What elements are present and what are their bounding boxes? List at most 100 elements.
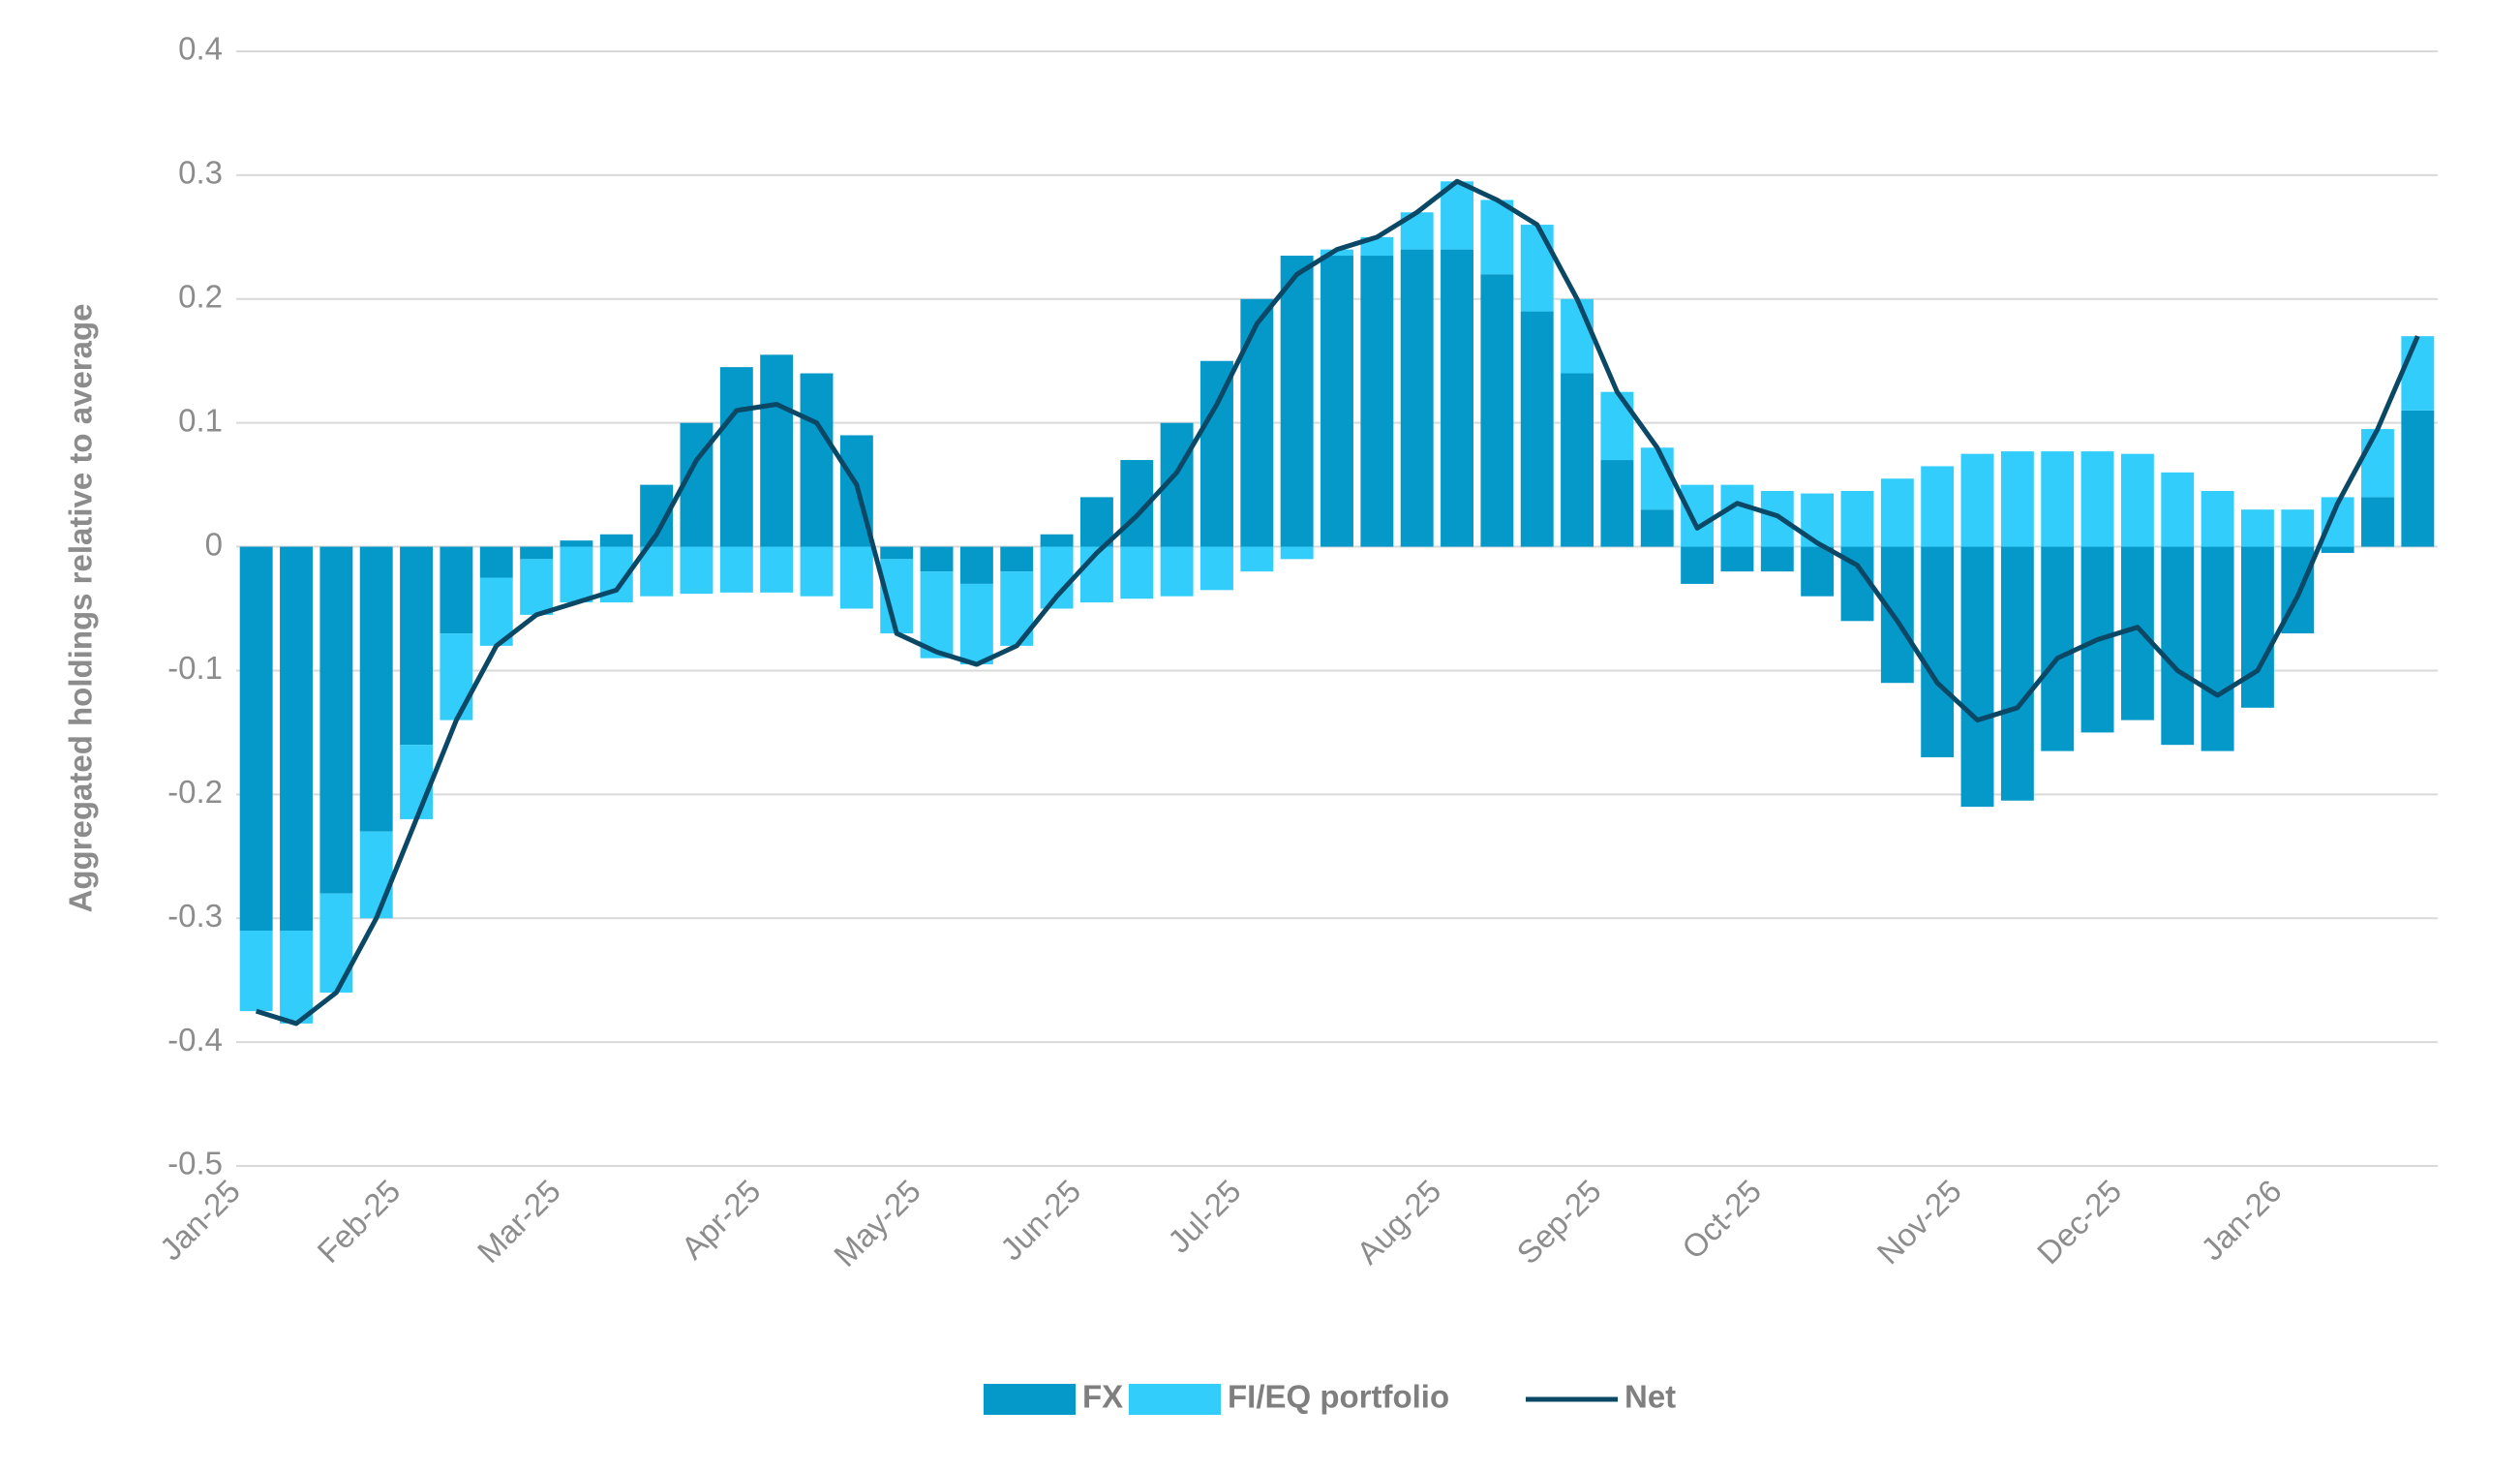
- bar: [1880, 546, 1914, 684]
- y-tick-label: 0.3: [178, 155, 223, 191]
- bar: [2321, 546, 2354, 553]
- bar: [1321, 249, 1353, 257]
- bar: [1200, 546, 1233, 591]
- bar: [359, 546, 393, 832]
- bar: [680, 546, 713, 595]
- bar: [319, 893, 353, 993]
- legend-label: FI/EQ portfolio: [1228, 1379, 1449, 1415]
- bar: [319, 546, 353, 894]
- bar: [1640, 447, 1674, 510]
- bar: [800, 546, 834, 597]
- bar: [2240, 509, 2274, 547]
- bar: [2120, 546, 2154, 720]
- bar: [1000, 546, 1034, 572]
- bar: [800, 373, 834, 547]
- y-tick-label: -0.3: [167, 898, 223, 934]
- bar: [1681, 484, 1715, 547]
- bar: [1681, 546, 1715, 584]
- bar: [2361, 497, 2394, 547]
- bar: [1600, 391, 1634, 461]
- y-tick-label: -0.4: [167, 1022, 223, 1057]
- bar: [479, 546, 513, 578]
- bar: [239, 546, 273, 932]
- bar: [1360, 256, 1394, 547]
- bar: [560, 540, 593, 547]
- bar: [1960, 453, 1994, 547]
- bar: [880, 546, 914, 560]
- bar: [1921, 546, 1955, 757]
- legend-label: FX: [1082, 1379, 1123, 1415]
- y-tick-label: -0.2: [167, 774, 223, 810]
- bar: [1760, 546, 1794, 572]
- bar: [719, 546, 753, 593]
- bar: [2401, 410, 2435, 547]
- bar: [959, 546, 993, 584]
- bar: [1280, 256, 1314, 547]
- bar: [1840, 491, 1874, 547]
- bar: [760, 354, 794, 547]
- bar: [1480, 199, 1514, 275]
- bar: [1960, 546, 1994, 808]
- bar: [400, 546, 434, 746]
- bar: [1520, 311, 1554, 547]
- bar: [1040, 534, 1074, 547]
- bar: [560, 546, 593, 603]
- legend-swatch: [984, 1384, 1076, 1415]
- bar: [1280, 546, 1314, 560]
- bar: [1120, 546, 1154, 599]
- bar: [599, 534, 633, 547]
- bar: [1720, 484, 1754, 547]
- bar: [2401, 336, 2435, 411]
- bar: [2041, 546, 2075, 751]
- y-tick-label: 0: [205, 526, 223, 562]
- bar: [2240, 546, 2274, 708]
- bar: [1240, 546, 1274, 572]
- bar: [2000, 451, 2034, 547]
- bar: [280, 546, 313, 932]
- bar: [2281, 509, 2315, 547]
- bar: [2041, 451, 2075, 547]
- bar: [1441, 249, 1473, 547]
- bar: [1160, 546, 1194, 597]
- bar: [760, 546, 794, 593]
- bar: [520, 559, 554, 615]
- bar: [2120, 453, 2154, 547]
- line: [255, 178, 2420, 1027]
- bar: [1240, 298, 1274, 547]
- bar: [2080, 451, 2114, 547]
- bar: [2000, 546, 2034, 801]
- bar: [239, 931, 273, 1012]
- bar: [1600, 460, 1634, 547]
- bar: [2201, 546, 2234, 751]
- bar: [2361, 429, 2394, 498]
- bar: [839, 546, 873, 609]
- bar: [1561, 373, 1594, 547]
- bar: [2161, 472, 2195, 547]
- bar: [1801, 546, 1835, 597]
- bar: [1720, 546, 1754, 572]
- bar: [280, 931, 313, 1024]
- bar: [1760, 491, 1794, 547]
- bar: [440, 546, 473, 634]
- y-axis-label: Aggregated holdings relative to average: [63, 304, 99, 913]
- bar: [400, 745, 434, 819]
- bar: [959, 583, 993, 665]
- bar: [1561, 298, 1594, 374]
- bar: [1400, 249, 1434, 547]
- bar: [2161, 546, 2195, 746]
- y-tick-label: 0.2: [178, 278, 223, 314]
- bar: [920, 571, 954, 659]
- y-tick-label: 0.1: [178, 402, 223, 438]
- bar: [2201, 491, 2234, 547]
- bar: [1801, 493, 1835, 547]
- bar: [440, 633, 473, 720]
- bar: [1079, 497, 1113, 547]
- legend-label: Net: [1624, 1379, 1676, 1415]
- bar: [1321, 256, 1353, 547]
- y-tick-label: -0.1: [167, 650, 223, 686]
- legend-swatch: [1129, 1384, 1221, 1415]
- bar: [640, 546, 674, 597]
- bar: [1921, 466, 1955, 547]
- bar: [1200, 360, 1233, 547]
